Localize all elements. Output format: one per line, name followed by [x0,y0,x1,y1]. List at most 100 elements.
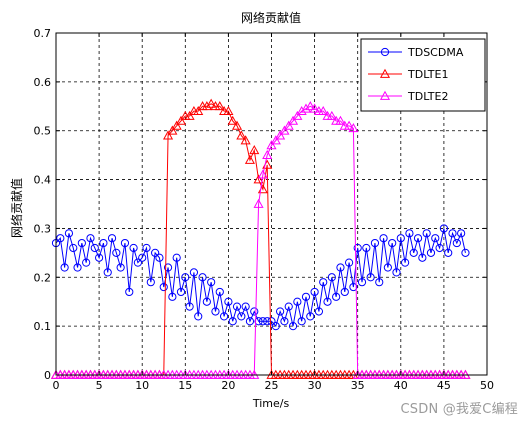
data-point [245,317,255,326]
data-point [262,149,273,160]
data-point [293,297,302,306]
data-point [138,253,147,262]
data-point [207,278,216,287]
data-point [151,248,160,257]
legend-swatch-marker [379,68,391,78]
data-point [319,278,328,287]
data-point [439,224,448,233]
data-point [133,258,142,267]
x-tick-label: 15 [178,379,192,392]
data-point [236,130,247,140]
data-point [300,103,312,113]
data-point [185,302,194,311]
data-point [353,243,362,253]
x-tick-label: 0 [53,379,60,392]
data-point [194,312,203,321]
data-point [219,312,229,321]
data-point [288,322,298,331]
x-tick-label: 20 [221,379,235,392]
data-point [193,105,204,116]
y-tick-label: 0.2 [34,271,52,284]
data-point [318,105,329,116]
data-point [90,243,99,253]
y-tick-label: 0.3 [34,222,52,235]
x-tick-label: 5 [96,379,103,392]
y-tick-label: 0.1 [34,320,52,333]
data-point [129,243,138,253]
data-point [305,101,316,111]
data-point [227,115,238,125]
data-point [142,243,151,253]
data-point [206,98,217,108]
data-point [392,268,401,277]
series-tdscdma [51,224,470,331]
legend-item: TDSCDMA [368,46,464,59]
legend-label: TDLTE2 [407,90,448,103]
watermark: CSDN @我爱C编程 [400,402,518,417]
data-point [69,243,78,253]
y-axis-label: 网络贡献值 [9,178,24,238]
data-point [444,248,453,257]
data-point [175,115,187,125]
data-point [107,234,117,243]
x-tick-label: 10 [135,379,149,392]
data-point [163,263,173,272]
data-point [283,120,294,130]
data-point [409,248,418,257]
x-tick-label: 25 [265,379,279,392]
data-point [56,234,65,243]
data-point [422,229,431,238]
x-tick-label: 35 [351,379,365,392]
legend-label: TDLTE1 [407,68,448,81]
data-point [349,282,358,292]
data-point [64,229,74,238]
data-point [214,101,225,111]
x-tick-label: 50 [480,379,494,392]
data-point [418,253,427,262]
data-point [336,263,345,272]
data-point [435,243,444,253]
legend-swatch-marker [379,90,391,100]
data-point [297,317,306,326]
data-point [253,198,264,208]
data-point [326,110,337,120]
data-point [244,154,255,164]
data-point [396,234,405,243]
data-point [103,268,112,277]
legend: TDSCDMA TDLTE1 TDLTE2 [360,38,486,112]
data-point [211,307,220,316]
data-point [332,292,341,301]
data-point [202,297,211,306]
data-point [253,174,264,184]
data-point [383,263,392,272]
data-point [370,238,380,248]
data-point [215,287,224,297]
y-tick-label: 0.5 [34,125,52,138]
data-point [335,115,346,125]
data-point [301,292,311,301]
data-point [224,297,233,306]
data-point [401,258,410,267]
data-point [461,248,470,257]
data-point [280,317,289,326]
data-point [159,282,168,292]
data-point [257,169,268,179]
data-point [189,268,199,277]
data-point [99,238,108,248]
data-point [146,278,155,287]
data-point [279,125,290,135]
data-point [258,317,267,326]
data-point [379,234,388,243]
data-point [310,287,319,297]
data-point [296,105,307,116]
data-point [448,229,457,238]
x-tick-label: 40 [394,379,408,392]
data-point [405,229,414,238]
legend-item: TDLTE1 [368,68,448,81]
data-point [271,322,280,331]
data-point [275,130,286,140]
data-point [231,120,243,130]
data-point [276,307,285,316]
